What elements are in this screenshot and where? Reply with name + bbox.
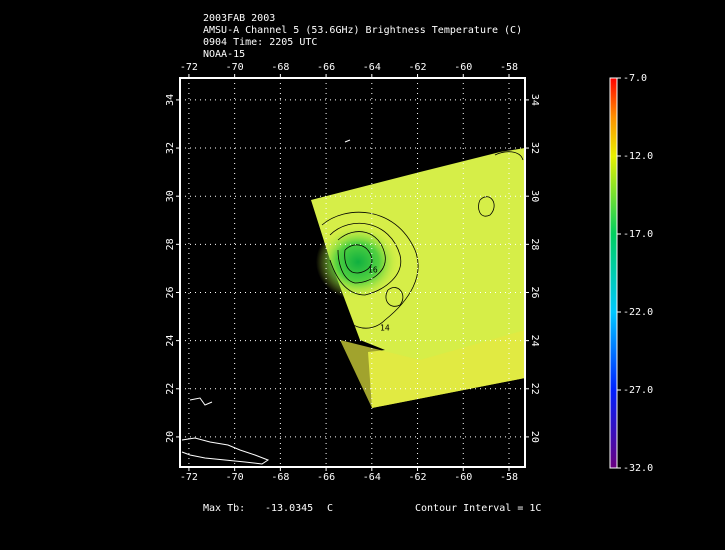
x-tick-label: -60 xyxy=(454,62,472,73)
y-tick-label: 34 xyxy=(165,94,176,106)
colorbar xyxy=(609,77,618,469)
x-tick-label: -72 xyxy=(180,62,198,73)
contour-label: 16 xyxy=(368,266,378,275)
colorbar-tick-label: -17.0 xyxy=(623,229,653,240)
title-line: 0904 Time: 2205 UTC xyxy=(203,37,317,48)
contours xyxy=(321,151,524,329)
colorbar-tick-label: -7.0 xyxy=(623,73,647,84)
y-tick-label: 30 xyxy=(529,190,540,202)
coastline xyxy=(181,139,351,465)
contour-label: 14 xyxy=(380,324,390,333)
y-tick-label: 22 xyxy=(529,383,540,395)
title-line: 2003FAB 2003 xyxy=(203,13,275,24)
x-tick-label: -64 xyxy=(363,62,381,73)
colorbar-tick-label: -32.0 xyxy=(623,463,653,474)
y-tick-label: 24 xyxy=(529,335,540,347)
x-tick-label: -70 xyxy=(226,472,244,483)
y-tick-label: 26 xyxy=(165,286,176,298)
colorbar-tick-label: -12.0 xyxy=(623,151,653,162)
colorbar-tick-label: -22.0 xyxy=(623,307,653,318)
x-tick-label: -72 xyxy=(180,472,198,483)
title-line: NOAA-15 xyxy=(203,49,245,60)
footer-value: -13.0345 xyxy=(265,503,313,514)
x-tick-label: -58 xyxy=(500,472,518,483)
footer-label: Max Tb: xyxy=(203,503,245,514)
y-tick-label: 24 xyxy=(165,335,176,347)
cold-core xyxy=(316,224,400,300)
y-tick-label: 20 xyxy=(165,431,176,443)
y-tick-label: 20 xyxy=(529,431,540,443)
plot-frame xyxy=(179,77,526,468)
x-tick-label: -70 xyxy=(226,62,244,73)
colorbar-tick-label: -27.0 xyxy=(623,385,653,396)
x-tick-label: -68 xyxy=(271,62,289,73)
y-tick-label: 26 xyxy=(529,286,540,298)
x-tick-label: -60 xyxy=(454,472,472,483)
title-line: AMSU-A Channel 5 (53.6GHz) Brightness Te… xyxy=(203,25,522,36)
y-tick-label: 34 xyxy=(529,94,540,106)
x-tick-label: -64 xyxy=(363,472,381,483)
x-tick-label: -66 xyxy=(317,62,335,73)
y-tick-label: 22 xyxy=(165,383,176,395)
footer-unit: C xyxy=(327,503,333,514)
x-tick-label: -62 xyxy=(409,472,427,483)
contour-interval: Contour Interval = 1C xyxy=(415,503,541,514)
y-tick-label: 32 xyxy=(529,142,540,154)
y-tick-label: 30 xyxy=(165,190,176,202)
y-tick-label: 32 xyxy=(165,142,176,154)
y-tick-label: 28 xyxy=(165,238,176,250)
x-tick-label: -58 xyxy=(500,62,518,73)
x-tick-label: -62 xyxy=(409,62,427,73)
swath-field xyxy=(340,330,525,408)
x-tick-label: -66 xyxy=(317,472,335,483)
x-tick-label: -68 xyxy=(271,472,289,483)
y-tick-label: 28 xyxy=(529,238,540,250)
